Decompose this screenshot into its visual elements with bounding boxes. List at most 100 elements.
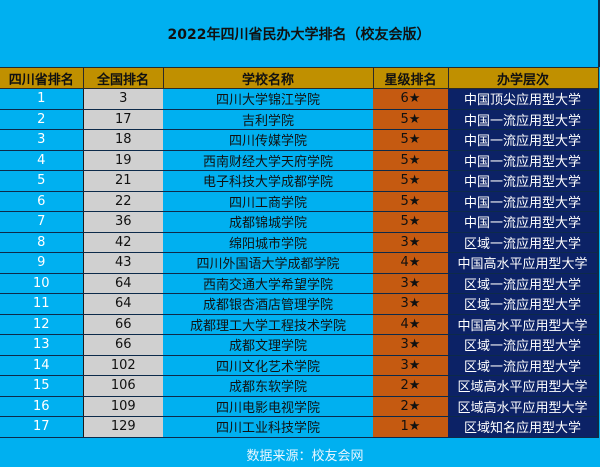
star-rating-cell: 6★ (373, 88, 448, 110)
table-row: 15 106 成都东软学院 2★ 区域高水平应用型大学 (0, 375, 599, 397)
national-rank-cell: 129 (83, 416, 163, 438)
school-level-cell: 区域高水平应用型大学 (448, 396, 599, 417)
star-rating-cell: 4★ (373, 314, 448, 335)
province-rank-cell: 16 (0, 396, 84, 417)
school-name-cell: 四川电影电视学院 (163, 396, 373, 417)
school-name-cell: 成都文理学院 (163, 334, 373, 356)
star-rating-cell: 1★ (373, 416, 448, 438)
school-name-cell: 成都锦城学院 (163, 211, 373, 233)
star-rating-cell: 3★ (373, 232, 448, 253)
school-level-cell: 区域知名应用型大学 (448, 416, 599, 438)
header-school-name: 学校名称 (163, 67, 374, 89)
national-rank-cell: 66 (83, 334, 163, 356)
school-name-cell: 四川外国语大学成都学院 (163, 252, 373, 274)
school-name-cell: 四川传媒学院 (163, 129, 373, 151)
table-row: 17 129 四川工业科技学院 1★ 区域知名应用型大学 (0, 416, 599, 438)
star-rating-cell: 5★ (373, 109, 448, 130)
national-rank-cell: 102 (83, 355, 163, 376)
school-level-cell: 区域一流应用型大学 (448, 273, 599, 294)
school-name-cell: 四川工商学院 (163, 191, 373, 212)
school-level-cell: 中国一流应用型大学 (448, 211, 599, 233)
school-name-cell: 西南交通大学希望学院 (163, 273, 373, 294)
table-row: 7 36 成都锦城学院 5★ 中国一流应用型大学 (0, 211, 599, 233)
table-row: 5 21 电子科技大学成都学院 5★ 中国一流应用型大学 (0, 170, 599, 192)
star-rating-cell: 2★ (373, 396, 448, 417)
table-row: 16 109 四川电影电视学院 2★ 区域高水平应用型大学 (0, 396, 599, 417)
province-rank-cell: 13 (0, 334, 84, 356)
school-name-cell: 电子科技大学成都学院 (163, 170, 373, 192)
page-title: 2022年四川省民办大学排名（校友会版） (0, 0, 600, 67)
star-rating-cell: 5★ (373, 211, 448, 233)
star-rating-cell: 3★ (373, 355, 448, 376)
national-rank-cell: 43 (83, 252, 163, 274)
province-rank-cell: 15 (0, 375, 84, 397)
province-rank-cell: 9 (0, 252, 84, 274)
school-name-cell: 四川文化艺术学院 (163, 355, 373, 376)
school-level-cell: 中国一流应用型大学 (448, 170, 599, 192)
table-row: 3 18 四川传媒学院 5★ 中国一流应用型大学 (0, 129, 599, 151)
school-name-cell: 绵阳城市学院 (163, 232, 373, 253)
star-rating-cell: 2★ (373, 375, 448, 397)
school-name-cell: 成都银杏酒店管理学院 (163, 293, 373, 315)
national-rank-cell: 64 (83, 293, 163, 315)
national-rank-cell: 64 (83, 273, 163, 294)
header-school-level: 办学层次 (448, 67, 599, 89)
school-name-cell: 成都东软学院 (163, 375, 373, 397)
province-rank-cell: 5 (0, 170, 84, 192)
province-rank-cell: 3 (0, 129, 84, 151)
national-rank-cell: 19 (83, 150, 163, 171)
province-rank-cell: 11 (0, 293, 84, 315)
star-rating-cell: 5★ (373, 191, 448, 212)
school-name-cell: 成都理工大学工程技术学院 (163, 314, 373, 335)
national-rank-cell: 3 (83, 88, 163, 110)
table-row: 9 43 四川外国语大学成都学院 4★ 中国高水平应用型大学 (0, 252, 599, 274)
table-body: 1 3 四川大学锦江学院 6★ 中国顶尖应用型大学 2 17 吉利学院 5★ 中国一流应用型大学 3… (0, 88, 599, 438)
star-rating-cell: 5★ (373, 150, 448, 171)
national-rank-cell: 17 (83, 109, 163, 130)
province-rank-cell: 1 (0, 88, 84, 110)
header-star-rating: 星级排名 (373, 67, 449, 89)
table-row: 13 66 成都文理学院 3★ 区域一流应用型大学 (0, 334, 599, 356)
table-header-row: 四川省排名 全国排名 学校名称 星级排名 办学层次 (0, 67, 599, 89)
table-row: 4 19 西南财经大学天府学院 5★ 中国一流应用型大学 (0, 150, 599, 171)
school-level-cell: 区域高水平应用型大学 (448, 375, 599, 397)
table-row: 14 102 四川文化艺术学院 3★ 区域一流应用型大学 (0, 355, 599, 376)
national-rank-cell: 18 (83, 129, 163, 151)
school-level-cell: 中国高水平应用型大学 (448, 314, 599, 335)
province-rank-cell: 4 (0, 150, 84, 171)
table-row: 2 17 吉利学院 5★ 中国一流应用型大学 (0, 109, 599, 130)
star-rating-cell: 3★ (373, 273, 448, 294)
school-level-cell: 中国一流应用型大学 (448, 129, 599, 151)
school-level-cell: 区域一流应用型大学 (448, 334, 599, 356)
table-row: 1 3 四川大学锦江学院 6★ 中国顶尖应用型大学 (0, 88, 599, 110)
province-rank-cell: 10 (0, 273, 84, 294)
school-name-cell: 四川工业科技学院 (163, 416, 373, 438)
national-rank-cell: 36 (83, 211, 163, 233)
province-rank-cell: 14 (0, 355, 84, 376)
province-rank-cell: 8 (0, 232, 84, 253)
school-level-cell: 中国一流应用型大学 (448, 109, 599, 130)
table-row: 6 22 四川工商学院 5★ 中国一流应用型大学 (0, 191, 599, 212)
header-province-rank: 四川省排名 (0, 67, 84, 89)
province-rank-cell: 7 (0, 211, 84, 233)
star-rating-cell: 5★ (373, 129, 448, 151)
school-level-cell: 区域一流应用型大学 (448, 355, 599, 376)
school-level-cell: 区域一流应用型大学 (448, 293, 599, 315)
star-rating-cell: 3★ (373, 293, 448, 315)
school-level-cell: 中国高水平应用型大学 (448, 252, 599, 274)
national-rank-cell: 21 (83, 170, 163, 192)
national-rank-cell: 106 (83, 375, 163, 397)
province-rank-cell: 6 (0, 191, 84, 212)
school-name-cell: 西南财经大学天府学院 (163, 150, 373, 171)
national-rank-cell: 66 (83, 314, 163, 335)
school-level-cell: 中国一流应用型大学 (448, 191, 599, 212)
national-rank-cell: 22 (83, 191, 163, 212)
province-rank-cell: 17 (0, 416, 84, 438)
table-row: 11 64 成都银杏酒店管理学院 3★ 区域一流应用型大学 (0, 293, 599, 315)
school-level-cell: 中国一流应用型大学 (448, 150, 599, 171)
header-national-rank: 全国排名 (83, 67, 164, 89)
school-name-cell: 吉利学院 (163, 109, 373, 130)
school-level-cell: 区域一流应用型大学 (448, 232, 599, 253)
province-rank-cell: 12 (0, 314, 84, 335)
national-rank-cell: 42 (83, 232, 163, 253)
